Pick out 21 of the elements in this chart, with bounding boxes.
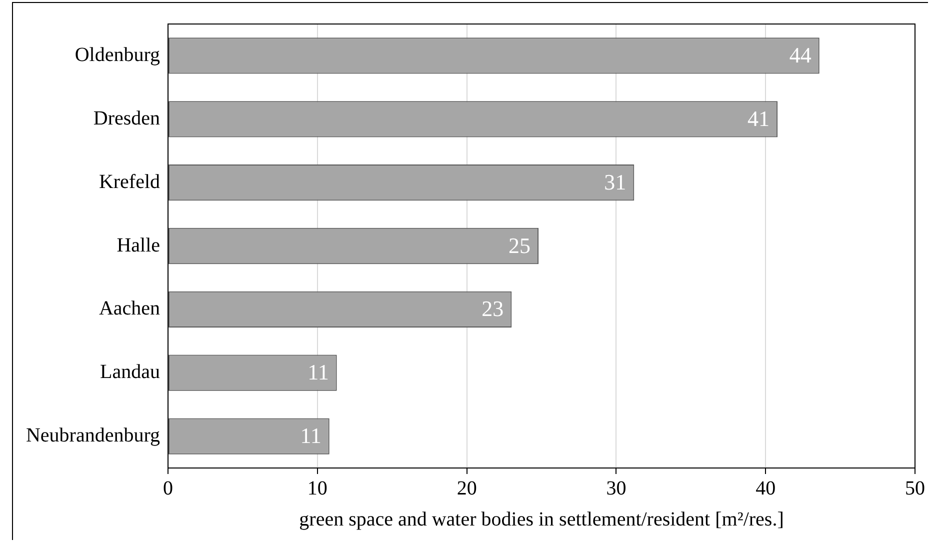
- y-tick-label: Oldenburg: [74, 44, 160, 66]
- y-tick-label: Krefeld: [98, 170, 160, 193]
- data-label: 23: [482, 296, 504, 322]
- data-label: 25: [508, 232, 531, 258]
- data-label: 11: [308, 360, 329, 385]
- y-tick-label: Neubrandenburg: [26, 424, 160, 447]
- x-tick-label: 30: [606, 477, 626, 500]
- data-label: 31: [604, 169, 626, 194]
- x-tick-label: 20: [456, 477, 477, 500]
- x-tick-label: 50: [905, 477, 925, 500]
- data-label: 44: [789, 42, 812, 68]
- x-tick-label: 10: [307, 477, 328, 500]
- y-tick-label: Landau: [100, 361, 160, 384]
- y-tick-label: Halle: [116, 234, 160, 256]
- x-axis-title: green space and water bodies in settlement/resident [m²/res.]: [299, 508, 784, 530]
- y-tick-label: Aachen: [98, 298, 160, 320]
- x-tick-label: 0: [163, 477, 174, 500]
- data-label: 11: [300, 423, 322, 448]
- y-tick-label: Dresden: [93, 107, 160, 130]
- data-label: 41: [748, 106, 770, 131]
- x-tick-label: 40: [756, 477, 776, 500]
